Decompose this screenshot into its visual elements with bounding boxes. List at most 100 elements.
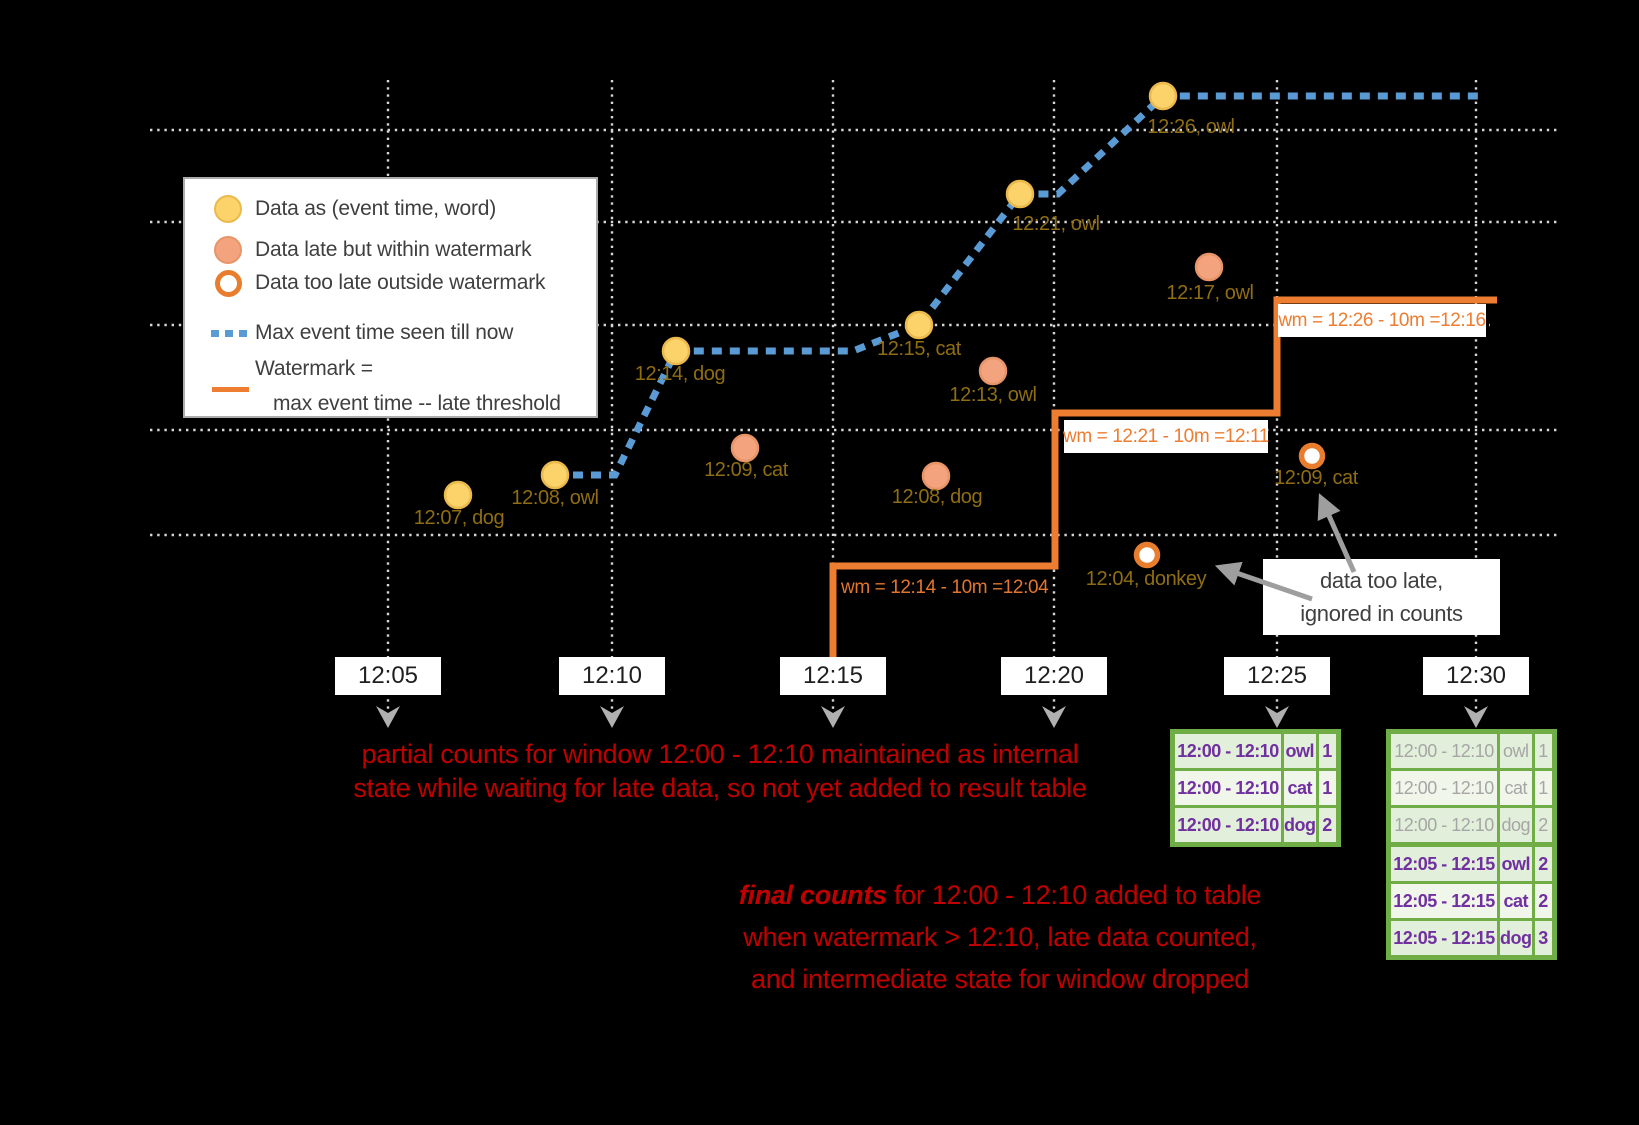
- point-ontime-1214-dog: [661, 336, 691, 366]
- late-dot-icon: [214, 236, 242, 264]
- window-cell: 12:00 - 12:10: [1387, 730, 1500, 771]
- watermark-line-icon: [212, 386, 249, 392]
- watermark-line: [829, 296, 1497, 657]
- table-row: 12:05 - 12:15 cat 2: [1387, 881, 1556, 921]
- point-label: 12:08, owl: [511, 487, 599, 509]
- tick-1225: 12:25: [1224, 657, 1330, 695]
- point-label: 12:13, owl: [949, 384, 1037, 406]
- final-counts-line3: and intermediate state for window droppe…: [750, 964, 1249, 994]
- on-time-dot-icon: [214, 195, 242, 223]
- watermark-label-3: wm = 12:26 - 10m =12:16: [1278, 304, 1486, 337]
- point-toolate-1204-donkey: [1133, 541, 1161, 569]
- window-cell: 12:00 - 12:10: [1387, 768, 1500, 808]
- window-cell: 12:05 - 12:15: [1387, 881, 1500, 921]
- table-row: 12:00 - 12:10 dog 2: [1387, 805, 1556, 846]
- legend-item-label: Data too late outside watermark: [255, 271, 546, 294]
- legend: Data as (event time, word) Data late but…: [183, 177, 598, 418]
- count-cell: 2: [1315, 805, 1340, 846]
- window-cell: 12:00 - 12:10: [1171, 730, 1284, 771]
- window-cell: 12:00 - 12:10: [1171, 768, 1284, 808]
- max-event-time-line: [555, 92, 1478, 479]
- tick-1210: 12:10: [559, 657, 665, 695]
- late-points: [730, 252, 1224, 491]
- legend-item-on-time: Data as (event time, word): [185, 195, 596, 223]
- point-label: 12:14, dog: [634, 363, 726, 385]
- table-row: 12:00 - 12:10 cat 1: [1387, 768, 1556, 808]
- word-cell: owl: [1497, 842, 1535, 884]
- count-cell: 1: [1531, 768, 1556, 808]
- partial-counts-line1: partial counts for window 12:00 - 12:10 …: [361, 739, 1079, 769]
- point-label: 12:04, donkey: [1085, 568, 1207, 590]
- tick-1215: 12:15: [780, 657, 886, 695]
- point-toolate-1209-cat: [1298, 442, 1326, 470]
- word-cell: cat: [1497, 768, 1535, 808]
- table-row: 12:00 - 12:10 dog 2: [1171, 805, 1340, 846]
- point-ontime-1207-dog: [443, 480, 473, 510]
- final-counts-bold: final counts: [738, 880, 887, 910]
- result-table-1230: 12:00 - 12:10 owl 1 12:00 - 12:10 cat 1 …: [1386, 729, 1557, 960]
- final-counts-rest: for 12:00 - 12:10 added to table: [886, 880, 1262, 910]
- final-counts-line1: final counts for 12:00 - 12:10 added to …: [650, 874, 1350, 916]
- legend-item-watermark-line2: max event time -- late threshold: [185, 391, 596, 417]
- too-late-points: [1133, 442, 1326, 569]
- word-cell: cat: [1281, 768, 1319, 808]
- point-label: 12:21, owl: [1012, 213, 1100, 235]
- too-late-note-line1: data too late,: [1319, 568, 1443, 593]
- count-cell: 2: [1531, 881, 1556, 921]
- watermark-label-2: wm = 12:21 - 10m =12:11: [1063, 420, 1269, 453]
- table-row: 12:05 - 12:15 dog 3: [1387, 918, 1556, 959]
- watermark-label-1: wm = 12:14 - 10m =12:04: [841, 577, 1049, 598]
- count-cell: 3: [1531, 918, 1556, 959]
- word-cell: owl: [1281, 730, 1319, 771]
- final-counts-line2: when watermark > 12:10, late data counte…: [743, 922, 1257, 952]
- point-label: 12:17, owl: [1166, 282, 1254, 304]
- point-ontime-1221-owl: [1005, 179, 1035, 209]
- point-label: 12:09, cat: [704, 459, 788, 481]
- table-row: 12:05 - 12:15 owl 2: [1387, 842, 1556, 884]
- point-label: 12:09, cat: [1274, 467, 1358, 489]
- point-label: 12:08, dog: [891, 486, 983, 508]
- too-late-note-line2: ignored in counts: [1300, 601, 1463, 626]
- on-time-points: [443, 81, 1178, 510]
- point-late-1208-dog: [921, 461, 951, 491]
- word-cell: owl: [1497, 730, 1535, 771]
- point-label: 12:15, cat: [877, 338, 961, 360]
- table-row: 12:00 - 12:10 cat 1: [1171, 768, 1340, 808]
- word-cell: cat: [1497, 881, 1535, 921]
- point-late-1209-cat: [730, 433, 760, 463]
- point-ontime-1208-owl: [540, 460, 570, 490]
- table-row: 12:00 - 12:10 owl 1: [1387, 730, 1556, 771]
- final-counts-annotation: final counts for 12:00 - 12:10 added to …: [650, 874, 1350, 1000]
- partial-counts-line2: state while waiting for late data, so no…: [353, 773, 1087, 803]
- word-cell: dog: [1281, 805, 1319, 846]
- result-table-1225: 12:00 - 12:10 owl 1 12:00 - 12:10 cat 1 …: [1170, 729, 1341, 847]
- legend-item-watermark: Watermark =: [185, 356, 596, 382]
- count-cell: 1: [1531, 730, 1556, 771]
- tick-1230: 12:30: [1423, 657, 1529, 695]
- count-cell: 1: [1315, 768, 1340, 808]
- word-cell: dog: [1497, 918, 1535, 959]
- point-ontime-1215-cat: [904, 310, 934, 340]
- count-cell: 2: [1531, 805, 1556, 846]
- count-cell: 1: [1315, 730, 1340, 771]
- tick-1220: 12:20: [1001, 657, 1107, 695]
- legend-item-label: Data late but within watermark: [255, 238, 532, 261]
- point-late-1213-owl: [978, 356, 1008, 386]
- legend-item-label: Data as (event time, word): [255, 197, 497, 220]
- partial-counts-annotation: partial counts for window 12:00 - 12:10 …: [300, 737, 1140, 805]
- point-late-1217-owl: [1194, 252, 1224, 282]
- legend-item-label: Max event time seen till now: [255, 321, 514, 344]
- too-late-ring-icon: [215, 269, 242, 297]
- table-row: 12:00 - 12:10 owl 1: [1171, 730, 1340, 771]
- legend-item-watermark-swatch: [185, 376, 596, 402]
- too-late-note: data too late, ignored in counts: [1263, 559, 1500, 635]
- legend-item-max-event-time: Max event time seen till now: [185, 320, 596, 346]
- legend-item-label: Watermark =: [255, 357, 373, 380]
- legend-item-label: max event time -- late threshold: [273, 392, 561, 415]
- tick-1205: 12:05: [335, 657, 441, 695]
- word-cell: dog: [1497, 805, 1535, 846]
- legend-item-late: Data late but within watermark: [185, 236, 596, 264]
- legend-item-too-late: Data too late outside watermark: [185, 269, 596, 297]
- point-ontime-1226-owl: [1148, 81, 1178, 111]
